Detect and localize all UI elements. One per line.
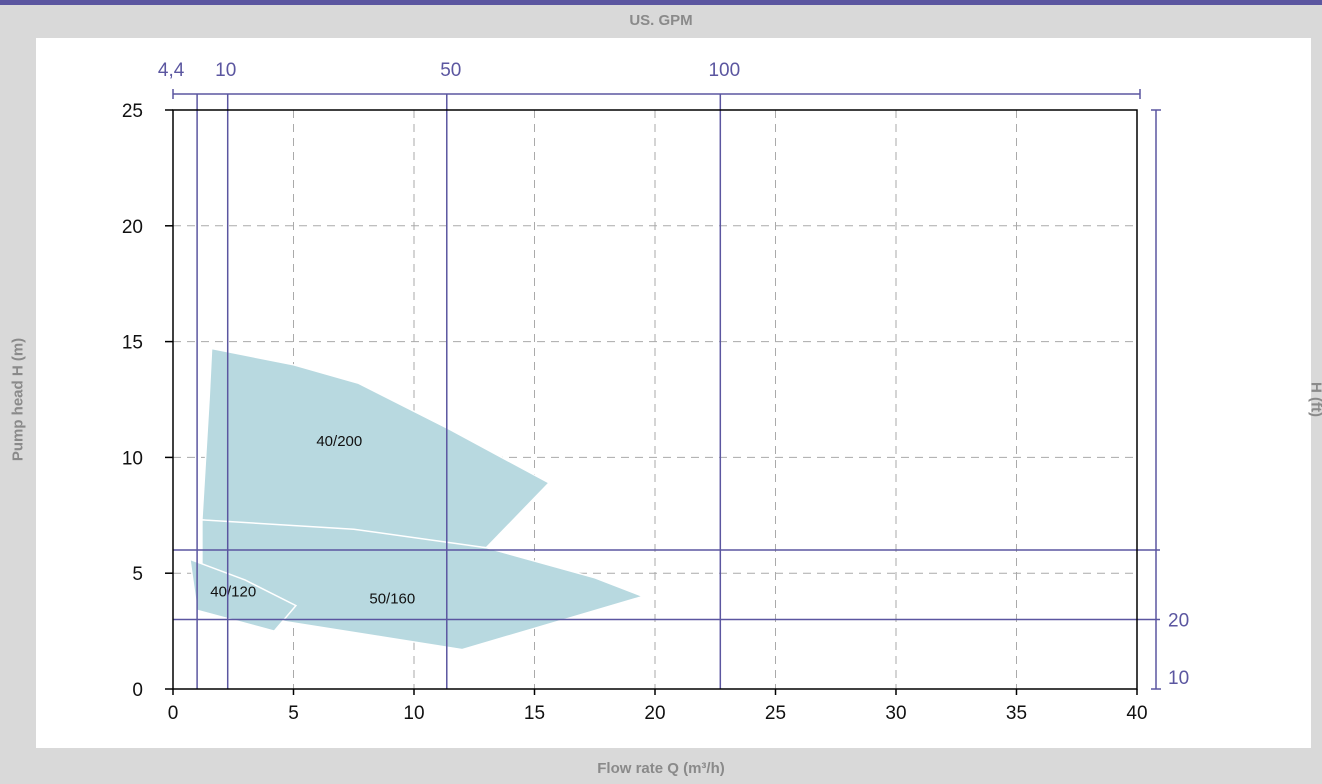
y-tick-label: 15 [122, 333, 143, 354]
region-label: 50/160 [369, 590, 415, 607]
x-tick-label: 0 [168, 703, 179, 724]
y-tick-label: 20 [122, 217, 143, 238]
pump-regions: 40/200 50/160 40/120 [190, 349, 643, 650]
ft-tick-label: 10 [1168, 668, 1189, 689]
region-label: 40/200 [316, 433, 362, 450]
x-tick-label: 20 [644, 703, 665, 724]
ft-tick-label: 20 [1168, 611, 1189, 632]
x-tick-label: 40 [1126, 703, 1147, 724]
y-tick-label: 5 [132, 564, 143, 585]
x-tick-label: 15 [524, 703, 545, 724]
y-tick-label: 10 [122, 448, 143, 469]
y-tick-label: 0 [132, 680, 143, 701]
region-40-200 [202, 349, 549, 548]
x-tick-label: 10 [403, 703, 424, 724]
gpm-tick-label: 100 [708, 60, 740, 81]
region-label: 40/120 [210, 583, 256, 600]
x-tick-label: 35 [1006, 703, 1027, 724]
y-tick-label: 25 [122, 101, 143, 122]
gpm-tick-label: 4,4 [158, 60, 185, 81]
gpm-tick-label: 50 [440, 60, 461, 81]
x-tick-label: 5 [288, 703, 299, 724]
gpm-tick-label: 10 [215, 60, 236, 81]
x-tick-label: 25 [765, 703, 786, 724]
x-tick-label: 30 [885, 703, 906, 724]
